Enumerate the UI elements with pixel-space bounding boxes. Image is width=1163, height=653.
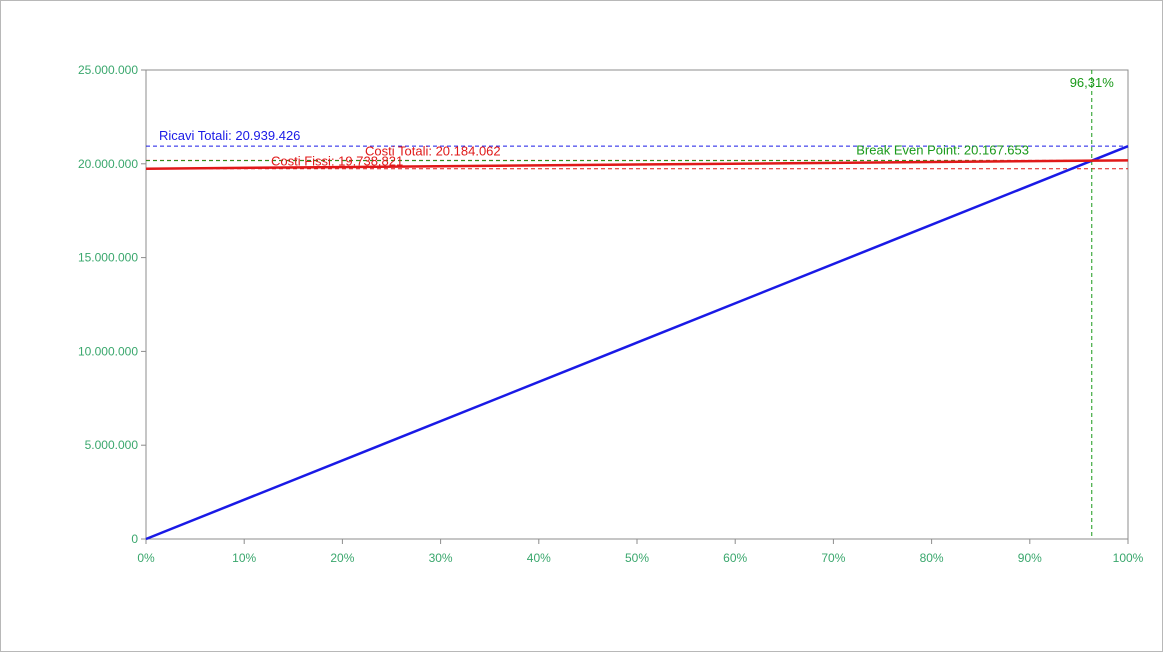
annotations: Ricavi Totali: 20.939.426 Costi Totali: 2… [159,75,1114,169]
annotation-costi-fissi: Costi Fissi: 19.738.821 [271,154,403,169]
x-tick-label: 50% [625,551,649,565]
y-tick-label: 5.000.000 [85,438,139,452]
x-tick-label: 70% [821,551,845,565]
annotation-ricavi-totali: Ricavi Totali: 20.939.426 [159,128,300,143]
x-tick-label: 30% [429,551,453,565]
y-tick-label: 0 [131,532,138,546]
x-tick-label: 20% [330,551,354,565]
y-tick-label: 25.000.000 [78,63,138,77]
x-tick-label: 10% [232,551,256,565]
series-line-ricavi [145,145,1129,541]
annotation-costi-totali: Costi Totali: 20.184.062 [365,143,501,158]
x-tick-label: 40% [527,551,551,565]
y-tick-label: 15.000.000 [78,251,138,265]
x-tick-label: 60% [723,551,747,565]
reference-lines [146,70,1128,539]
axes: 0 5.000.000 10.000.000 15.000.000 20.000.000… [78,63,1144,565]
x-tick-label: 0% [137,551,155,565]
series-lines [145,145,1129,541]
annotation-break-even-pct: 96,31% [1070,75,1115,90]
y-tick-label: 10.000.000 [78,344,138,358]
series-line-costi-totali [145,159,1129,170]
annotation-break-even: Break Even Point: 20.167.653 [856,143,1029,158]
y-tick-label: 20.000.000 [78,157,138,171]
x-tick-label: 100% [1113,551,1144,565]
x-tick-label: 80% [920,551,944,565]
x-tick-label: 90% [1018,551,1042,565]
